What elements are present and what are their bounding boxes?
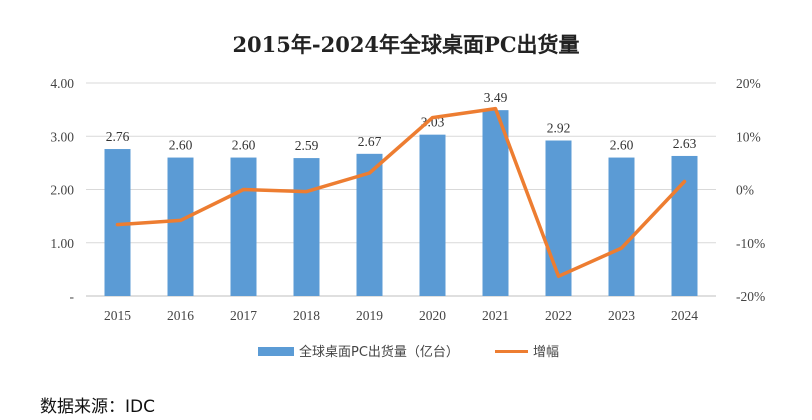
x-axis-ticks: 2015 2016 2017 2018 2019 2020 2021 2022 2023 2024 (104, 308, 698, 323)
left-tick-label: 1.00 (50, 236, 74, 251)
left-tick-label: 3.00 (50, 129, 74, 144)
bar-value-label: 2.60 (169, 138, 193, 153)
legend-bar-swatch (258, 347, 294, 356)
x-tick-label: 2015 (104, 308, 131, 323)
right-tick-label: 10% (736, 129, 761, 144)
source-note: 数据来源：IDC (40, 397, 155, 417)
bar (671, 155, 698, 296)
bar-value-label: 2.92 (547, 121, 571, 136)
bar-data-labels: 2.762.60 2.60 2.59 2.673.033.492.922.60 2.63 (106, 90, 697, 153)
x-tick-label: 2016 (167, 308, 194, 323)
bar-value-label: 2.60 (610, 138, 634, 153)
left-tick-label: 2.00 (50, 183, 74, 198)
right-tick-label: -10% (736, 236, 765, 251)
x-tick-label: 2024 (671, 308, 698, 323)
bar-value-label: 2.76 (106, 129, 130, 144)
x-tick-label: 2019 (356, 308, 383, 323)
left-tick-label: 4.00 (50, 76, 74, 91)
left-axis-ticks: - 1.00 2.00 3.00 4.00 (50, 76, 74, 304)
right-tick-label: 20% (736, 76, 761, 91)
x-tick-label: 2021 (482, 308, 509, 323)
bar (356, 153, 383, 296)
chart: 2015年-2024年全球桌面PC出货量 2.76 2.60 2.60 2.59 2.6… (50, 32, 765, 360)
bar (167, 157, 194, 296)
x-tick-label: 2017 (230, 308, 257, 323)
bar (419, 134, 446, 296)
right-tick-label: 0% (736, 183, 754, 198)
bar (545, 140, 572, 296)
legend-bar-label: 全球桌面PC出货量（亿台） (299, 344, 459, 360)
bar-value-label: 3.49 (484, 90, 508, 105)
right-tick-label: -20% (736, 289, 765, 304)
left-tick-label: - (70, 289, 75, 304)
bar-value-label: 2.67 (358, 134, 382, 149)
legend-line-label: 增幅 (533, 345, 559, 360)
x-tick-label: 2022 (545, 308, 572, 323)
bar-series (104, 110, 698, 296)
x-tick-label: 2020 (419, 308, 446, 323)
right-axis-ticks: -20% -10% 0% 10% 20% (736, 76, 765, 304)
legend: 全球桌面PC出货量（亿台） 增幅 (258, 344, 559, 360)
bar (608, 157, 635, 296)
x-tick-label: 2023 (608, 308, 635, 323)
growth-line (115, 106, 687, 279)
bar (482, 110, 509, 296)
bar-value-label: 2.59 (295, 138, 319, 153)
bar (293, 158, 320, 296)
line-series (115, 106, 687, 279)
bar-value-label: 2.63 (673, 136, 697, 151)
bar (230, 157, 257, 296)
chart-title: 2015年-2024年全球桌面PC出货量 (232, 32, 579, 57)
bar-value-label: 2.60 (232, 138, 256, 153)
x-tick-label: 2018 (293, 308, 320, 323)
